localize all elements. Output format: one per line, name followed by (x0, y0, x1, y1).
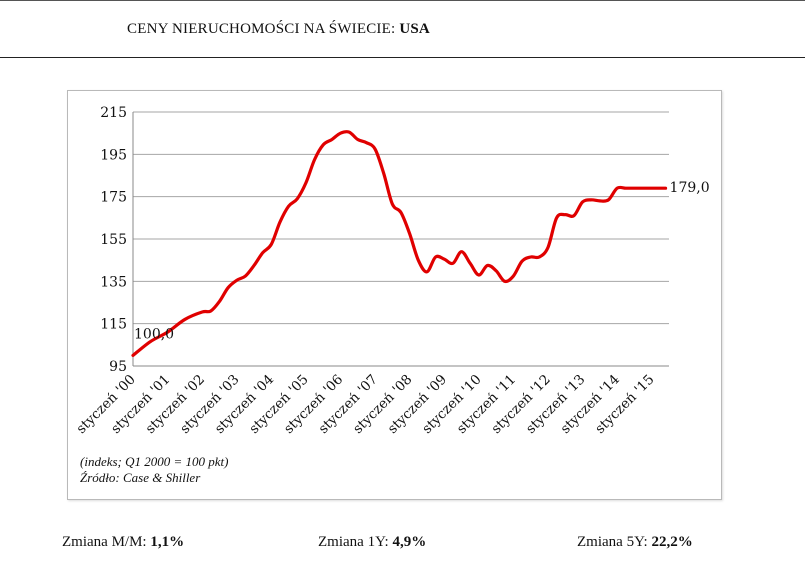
y-tick-label: 135 (100, 274, 127, 290)
data-label-start: 100,0 (134, 326, 174, 342)
index-note: (indeks; Q1 2000 = 100 pkt) (80, 454, 229, 469)
y-tick-label: 195 (100, 147, 127, 163)
stat-5y-label: Zmiana 5Y: (577, 534, 648, 550)
series-line-0 (131, 130, 668, 358)
page-title: CENY NIERUCHOMOŚCI NA ŚWIECIE: USA (127, 21, 430, 38)
source-note: Źródło: Case & Shiller (80, 470, 201, 485)
stat-mm-value: 1,1% (150, 534, 185, 550)
title-prefix: CENY NIERUCHOMOŚCI NA ŚWIECIE: (127, 21, 396, 37)
stat-5y-value: 22,2% (651, 534, 693, 550)
y-tick-label: 175 (100, 190, 127, 206)
header-bar: CENY NIERUCHOMOŚCI NA ŚWIECIE: USA (0, 0, 805, 58)
stat-1y-value: 4,9% (392, 534, 427, 550)
chart-frame (67, 90, 722, 500)
data-label-end: 179,0 (670, 180, 710, 196)
stat-5y: Zmiana 5Y: 22,2% (577, 534, 693, 551)
title-country: USA (399, 21, 430, 37)
y-tick-label: 95 (109, 359, 127, 375)
y-tick-label: 215 (100, 105, 127, 121)
stat-mm: Zmiana M/M: 1,1% (62, 534, 184, 551)
stat-mm-label: Zmiana M/M: (62, 534, 147, 550)
y-tick-label: 155 (100, 232, 127, 248)
stat-1y: Zmiana 1Y: 4,9% (318, 534, 426, 551)
y-tick-label: 115 (100, 317, 127, 333)
stat-1y-label: Zmiana 1Y: (318, 534, 389, 550)
